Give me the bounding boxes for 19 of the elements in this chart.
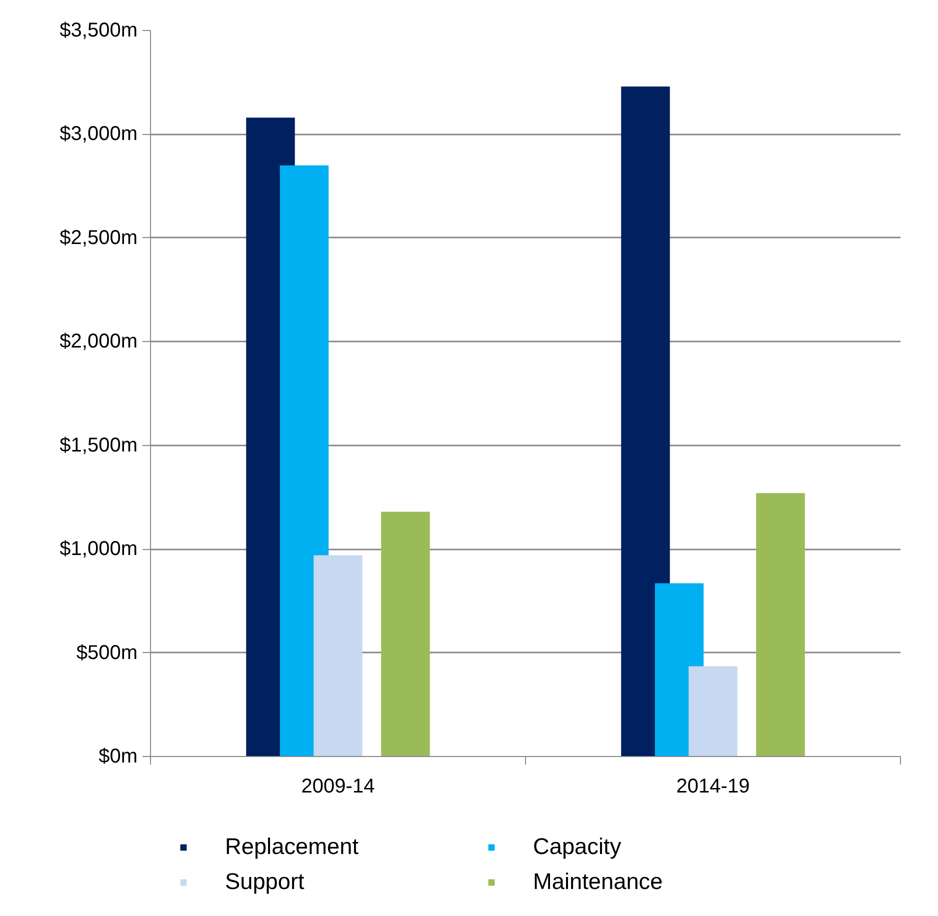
legend-label: Maintenance bbox=[533, 868, 664, 895]
legend-label: Replacement bbox=[225, 833, 360, 860]
x-tick-label: 2014-19 bbox=[676, 776, 750, 798]
legend-label: Support bbox=[225, 868, 306, 895]
bar bbox=[381, 512, 430, 756]
bar bbox=[621, 86, 670, 756]
y-tick-label: $3,000m bbox=[60, 123, 138, 146]
x-tick-label: 2009-14 bbox=[301, 776, 375, 798]
y-tick-label: $3,500m bbox=[60, 20, 138, 42]
y-tick-label: $500m bbox=[76, 642, 138, 664]
y-tick-label: $2,500m bbox=[60, 226, 138, 249]
legend-label: Capacity bbox=[533, 833, 622, 860]
y-tick-label: $1,500m bbox=[60, 434, 138, 456]
y-tick-label: $0m bbox=[98, 746, 138, 768]
y-tick-label: $1,000m bbox=[60, 538, 138, 560]
bar bbox=[756, 493, 805, 756]
y-tick-label: $2,000m bbox=[60, 330, 138, 353]
bar bbox=[314, 555, 362, 756]
bar bbox=[688, 666, 738, 756]
